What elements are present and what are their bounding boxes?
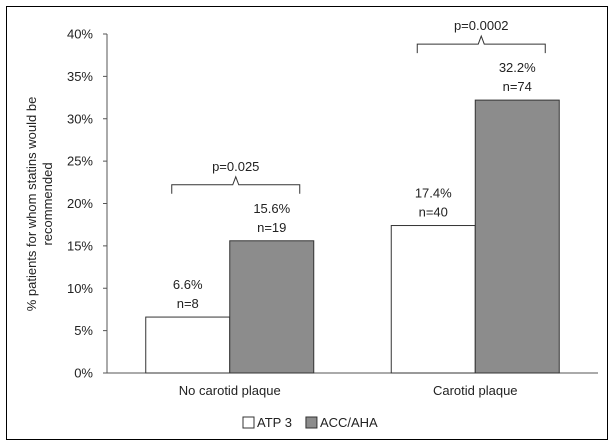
p-value-label: p=0.025 — [212, 159, 259, 174]
y-tick-label: 5% — [74, 323, 93, 338]
bar-acc-aha — [474, 99, 560, 374]
p-value-label: p=0.0002 — [454, 18, 509, 33]
data-label-n: n=74 — [503, 79, 532, 94]
y-tick-label: 20% — [67, 196, 93, 211]
legend-label: ATP 3 — [257, 415, 292, 430]
bar-atp-3 — [145, 316, 231, 374]
legend-swatch — [242, 416, 255, 429]
y-tick-label: 15% — [67, 238, 93, 253]
significance-bracket — [171, 175, 301, 194]
y-axis-ticks: 0% 5% 10% 15% 20% 25% 30% 35% 40% — [67, 27, 107, 381]
category-label: No carotid plaque — [179, 383, 281, 398]
y-tick-label: 10% — [67, 281, 93, 296]
data-label-percent: 17.4% — [415, 186, 452, 201]
data-label-percent: 32.2% — [499, 60, 536, 75]
bar-acc-aha — [229, 240, 315, 374]
category-label: Carotid plaque — [433, 383, 518, 398]
y-axis-title: % patients for whom statins would be rec… — [24, 97, 55, 312]
legend-label: ACC/AHA — [320, 415, 378, 430]
legend: ATP 3 ACC/AHA — [242, 415, 378, 430]
data-labels: 6.6% n=8 15.6% n=19 17.4% n=40 32.2% n=74 — [173, 60, 536, 311]
y-axis-title-line-2: recommended — [40, 162, 55, 245]
y-tick-label: 25% — [67, 154, 93, 169]
bars — [145, 99, 560, 374]
data-label-n: n=8 — [177, 296, 199, 311]
bar-atp-3 — [390, 225, 476, 374]
y-tick-label: 30% — [67, 111, 93, 126]
y-tick-label: 40% — [67, 27, 93, 42]
data-label-n: n=40 — [419, 205, 448, 220]
data-label-percent: 6.6% — [173, 277, 203, 292]
data-label-percent: 15.6% — [253, 201, 290, 216]
data-label-n: n=19 — [257, 220, 286, 235]
legend-swatch — [305, 416, 318, 429]
significance-bracket — [416, 34, 546, 54]
significance-annotations: p=0.025 p=0.0002 — [171, 18, 546, 194]
y-axis-title-line-1: % patients for whom statins would be — [24, 97, 39, 312]
y-tick-label: 35% — [67, 69, 93, 84]
y-tick-label: 0% — [74, 366, 93, 381]
category-labels: No carotid plaque Carotid plaque — [179, 383, 518, 398]
